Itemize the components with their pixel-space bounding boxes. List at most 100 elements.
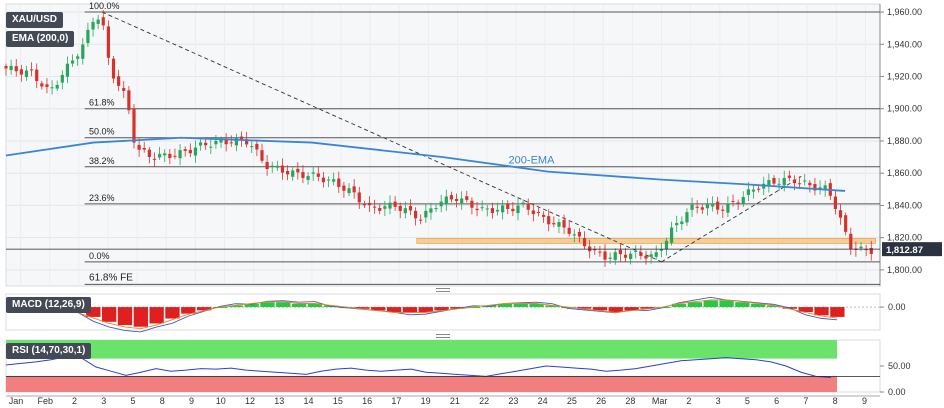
candle-body	[623, 254, 628, 258]
macd-histogram-bar	[371, 307, 386, 311]
macd-histogram-bar	[133, 307, 148, 327]
x-tick-label: Mar	[652, 396, 668, 406]
candle-body	[639, 252, 643, 256]
candle-body	[501, 205, 505, 213]
x-tick-label: 5	[745, 396, 750, 406]
macd-histogram-bar	[703, 300, 718, 308]
rsi-overbought-zone	[6, 340, 837, 359]
candle-body	[808, 182, 812, 186]
candle-body	[250, 146, 254, 148]
candle-body	[55, 84, 59, 89]
macd-histogram-bar	[101, 307, 117, 322]
symbol-label[interactable]: XAU/USD	[6, 12, 64, 28]
candle-body	[188, 149, 192, 154]
rsi-indicator-label[interactable]: RSI (14,70,30,1)	[6, 343, 92, 359]
macd-histogram-bar	[434, 307, 449, 311]
candle-body	[352, 186, 356, 193]
candle-body	[255, 143, 259, 150]
candle-body	[480, 207, 484, 209]
candle-body	[101, 17, 105, 26]
candle-body	[572, 234, 576, 236]
candle-body	[45, 84, 49, 88]
candle-body	[772, 177, 776, 184]
macd-histogram-bar	[196, 307, 212, 311]
rsi-oversold-zone	[6, 376, 837, 392]
candle-body	[552, 223, 556, 225]
candle-body	[14, 66, 18, 72]
macd-histogram-bar	[260, 302, 275, 308]
candle-body	[813, 184, 817, 191]
candle-body	[81, 44, 85, 59]
candle-body	[844, 215, 848, 232]
price-tick-label: 1,920.00	[887, 72, 922, 82]
candle-body	[111, 58, 116, 79]
candle-body	[649, 254, 653, 257]
candle-body	[593, 249, 597, 251]
candle-body	[35, 69, 39, 82]
candle-body	[9, 65, 13, 71]
candle-body	[664, 240, 669, 250]
x-tick-label: 23	[508, 396, 518, 406]
candle-body	[373, 206, 377, 208]
candle-body	[439, 201, 443, 207]
x-tick-label: 22	[479, 396, 489, 406]
candle-body	[521, 202, 525, 204]
candle-body	[716, 201, 720, 210]
candle-body	[245, 139, 249, 145]
candle-body	[198, 142, 203, 146]
candle-body	[367, 202, 372, 206]
macd-histogram-bar	[117, 307, 133, 326]
x-tick-label: 26	[596, 396, 606, 406]
macd-histogram-bar	[545, 305, 560, 308]
fibonacci-level-label: 100.0%	[89, 1, 120, 11]
candle-body	[91, 21, 95, 30]
candle-body	[280, 165, 285, 173]
candle-body	[741, 197, 745, 204]
ema-indicator-label[interactable]: EMA (200,0)	[6, 31, 75, 47]
x-tick-label: 24	[538, 396, 548, 406]
candle-body	[567, 227, 571, 234]
macd-histogram-bar	[165, 307, 180, 319]
candle-body	[465, 196, 469, 200]
candle-body	[393, 201, 397, 207]
candle-body	[4, 66, 8, 69]
macd-histogram-bar	[640, 307, 655, 309]
candle-body	[833, 196, 838, 209]
fibonacci-level-label: 23.6%	[89, 193, 115, 203]
candle-body	[342, 185, 346, 191]
uptrend-line	[661, 176, 802, 263]
candle-body	[224, 139, 228, 145]
x-tick-label: 8	[160, 396, 165, 406]
candle-body	[122, 88, 126, 91]
candle-body	[357, 192, 361, 203]
x-axis: Jan Feb 2 3 5 8 9 10 12 13 14 15 16 17 19 21 22 23 24 25 26 2…	[6, 395, 880, 406]
candle-body	[429, 208, 433, 213]
candle-body	[29, 69, 34, 71]
x-tick-label: 2	[686, 396, 691, 406]
candle-body	[434, 208, 438, 210]
last-price-box	[882, 242, 942, 257]
x-tick-label: 12	[245, 396, 255, 406]
candle-body	[577, 231, 582, 237]
candle-body	[777, 183, 781, 185]
candle-body	[608, 257, 612, 259]
ema-200-line	[5, 136, 846, 192]
macd-signal-line	[13, 299, 838, 330]
candle-body	[291, 170, 295, 177]
candle-body	[275, 165, 279, 168]
candle-body	[644, 255, 648, 259]
x-tick-label: 3	[716, 396, 721, 406]
price-tick-label: 1,940.00	[887, 39, 922, 49]
price-tick-label: 1,900.00	[887, 104, 922, 114]
x-tick-label: 2	[72, 396, 77, 406]
macd-histogram-bar	[719, 300, 734, 308]
candle-body	[321, 177, 326, 183]
x-tick-label: 15	[333, 396, 343, 406]
price-tick-label: 1,960.00	[887, 7, 922, 17]
candle-body	[178, 150, 182, 159]
x-tick-label: Feb	[37, 396, 53, 406]
candle-body	[618, 249, 622, 255]
candle-body	[787, 175, 791, 178]
candle-body	[183, 149, 187, 151]
macd-indicator-label[interactable]: MACD (12,26,9)	[6, 297, 91, 313]
